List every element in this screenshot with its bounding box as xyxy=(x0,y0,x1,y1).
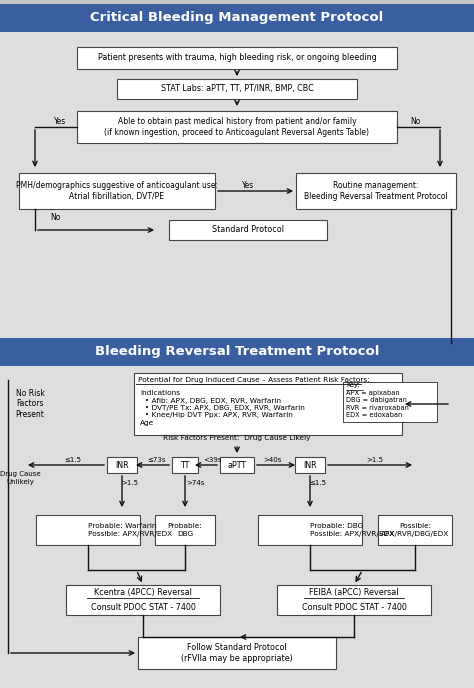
Bar xyxy=(155,515,215,545)
Bar xyxy=(277,585,431,615)
Bar xyxy=(296,173,456,209)
Text: ≤1.5: ≤1.5 xyxy=(64,457,82,463)
Text: No Risk
Factors
Present: No Risk Factors Present xyxy=(16,389,45,419)
Bar xyxy=(0,338,474,366)
Text: FEIBA (aPCC) Reversal: FEIBA (aPCC) Reversal xyxy=(309,588,399,597)
Text: No: No xyxy=(50,213,60,222)
Text: >40s: >40s xyxy=(263,457,281,463)
Text: Key:
APX = apixaban
DBG = dabigatran
RVR = rivaroxaban
EDX = edoxaban: Key: APX = apixaban DBG = dabigatran RVR… xyxy=(346,382,409,418)
Bar xyxy=(66,585,220,615)
Text: >74s: >74s xyxy=(186,480,204,486)
Text: Probable:
DBG: Probable: DBG xyxy=(168,524,202,537)
Text: >1.5: >1.5 xyxy=(121,480,138,486)
Text: STAT Labs: aPTT, TT, PT/INR, BMP, CBC: STAT Labs: aPTT, TT, PT/INR, BMP, CBC xyxy=(161,85,313,94)
Bar xyxy=(19,173,215,209)
Text: Standard Protocol: Standard Protocol xyxy=(212,226,284,235)
Bar xyxy=(117,79,357,99)
Text: <39s: <39s xyxy=(204,457,222,463)
Text: No: No xyxy=(410,116,420,125)
Bar xyxy=(0,32,474,339)
Bar xyxy=(220,457,254,473)
Bar xyxy=(77,111,397,143)
Text: Indications
  • Afib: APX, DBG, EDX, RVR, Warfarin
  • DVT/PE Tx: APX, DBG, EDX,: Indications • Afib: APX, DBG, EDX, RVR, … xyxy=(140,390,305,426)
Bar xyxy=(0,4,474,32)
Text: >1.5: >1.5 xyxy=(366,457,383,463)
Text: Patient presents with trauma, high bleeding risk, or ongoing bleeding: Patient presents with trauma, high bleed… xyxy=(98,54,376,63)
Bar xyxy=(107,457,137,473)
Text: Bleeding Reversal Treatment Protocol: Bleeding Reversal Treatment Protocol xyxy=(95,345,379,358)
Bar xyxy=(378,515,452,545)
Text: Risk Factors Present:  Drug Cause Likely: Risk Factors Present: Drug Cause Likely xyxy=(163,435,311,441)
Bar xyxy=(138,637,336,669)
Text: PMH/demographics suggestive of anticoagulant use:
Atrial fibrillation, DVT/PE: PMH/demographics suggestive of anticoagu… xyxy=(16,181,218,201)
Text: Critical Bleeding Management Protocol: Critical Bleeding Management Protocol xyxy=(91,12,383,25)
Text: Possible:
APX/RVR/DBG/EDX: Possible: APX/RVR/DBG/EDX xyxy=(381,524,449,537)
Text: ≤1.5: ≤1.5 xyxy=(310,480,327,486)
Bar xyxy=(343,382,437,422)
Text: INR: INR xyxy=(303,460,317,469)
Text: Consult PDOC STAT - 7400: Consult PDOC STAT - 7400 xyxy=(91,603,195,612)
Text: Consult PDOC STAT - 7400: Consult PDOC STAT - 7400 xyxy=(301,603,406,612)
Bar xyxy=(172,457,198,473)
Bar xyxy=(36,515,140,545)
Text: Yes: Yes xyxy=(54,116,66,125)
Text: TT: TT xyxy=(180,460,190,469)
Text: aPTT: aPTT xyxy=(228,460,246,469)
Text: INR: INR xyxy=(115,460,129,469)
Bar xyxy=(169,220,327,240)
Bar xyxy=(258,515,362,545)
Text: Probable: DBG
Possible: APX/RVR/EDX: Probable: DBG Possible: APX/RVR/EDX xyxy=(310,524,394,537)
Text: Probable: Warfarin
Possible: APX/RVR/EDX: Probable: Warfarin Possible: APX/RVR/EDX xyxy=(88,524,172,537)
Text: Follow Standard Protocol
(rFVIIa may be appropriate): Follow Standard Protocol (rFVIIa may be … xyxy=(181,643,293,663)
Bar xyxy=(134,373,402,435)
Text: Kcentra (4PCC) Reversal: Kcentra (4PCC) Reversal xyxy=(94,588,192,597)
Text: Yes: Yes xyxy=(242,180,254,189)
Text: Drug Cause
Unlikely: Drug Cause Unlikely xyxy=(0,471,40,484)
Bar xyxy=(0,366,474,688)
Bar xyxy=(295,457,325,473)
Text: ≤73s: ≤73s xyxy=(148,457,166,463)
Text: Able to obtain past medical history from patient and/or family
(if known ingesti: Able to obtain past medical history from… xyxy=(104,117,370,137)
Text: Routine management:
Bleeding Reversal Treatment Protocol: Routine management: Bleeding Reversal Tr… xyxy=(304,181,448,201)
Text: Potential for Drug Induced Cause – Assess Patient Risk Factors;: Potential for Drug Induced Cause – Asses… xyxy=(138,377,370,383)
Bar xyxy=(77,47,397,69)
